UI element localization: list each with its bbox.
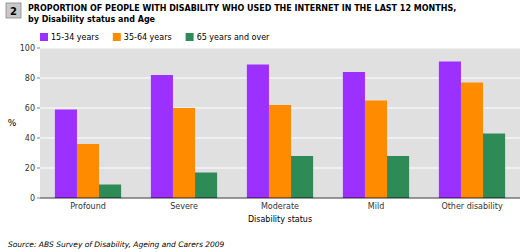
y-tick-label: 0: [30, 194, 35, 203]
y-tick: [37, 78, 40, 79]
title: PROPORTION OF PEOPLE WITH DISABILITY WHO…: [28, 4, 456, 13]
bar: [343, 72, 365, 198]
legend-swatch: [186, 33, 194, 41]
legend-label: 15-34 years: [51, 33, 99, 42]
x-tick-label: Moderate: [261, 202, 299, 211]
y-axis-label: %: [8, 118, 17, 128]
bar: [55, 110, 77, 199]
y-tick-label: 100: [20, 44, 35, 53]
y-tick: [37, 108, 40, 109]
legend-swatch: [113, 33, 121, 41]
figure-label-box: [6, 3, 21, 18]
bar: [247, 65, 269, 199]
plot-background: [40, 48, 520, 198]
x-tick-label: Severe: [170, 202, 198, 211]
bar: [151, 75, 173, 198]
subtitle: by Disability status and Age: [28, 15, 156, 24]
bar: [461, 83, 483, 199]
legend-swatch: [40, 33, 48, 41]
bar: [483, 134, 505, 199]
source-note: Source: ABS Survey of Disability, Ageing…: [8, 240, 224, 249]
y-tick: [37, 168, 40, 169]
y-tick: [37, 198, 40, 199]
x-axis-line: [40, 198, 520, 199]
y-tick-label: 40: [25, 134, 35, 143]
y-tick-label: 20: [25, 164, 35, 173]
y-tick-label: 60: [25, 104, 35, 113]
y-tick-label: 80: [25, 74, 35, 83]
chart: 2 PROPORTION OF PEOPLE WITH DISABILITY WH…: [0, 0, 529, 252]
legend-label: 65 years and over: [197, 33, 270, 42]
figure-label: 2: [10, 6, 17, 17]
background: [0, 0, 529, 252]
bar: [77, 144, 99, 198]
y-tick: [37, 138, 40, 139]
bar: [269, 105, 291, 198]
legend-label: 35-64 years: [124, 33, 172, 42]
bars: [55, 62, 505, 199]
grid-line: [40, 47, 520, 48]
bar: [195, 173, 217, 199]
x-tick-label: Other disability: [441, 202, 503, 211]
bar: [387, 156, 409, 198]
bar: [291, 156, 313, 198]
bar: [99, 185, 121, 199]
x-axis-label: Disability status: [248, 215, 312, 224]
x-tick-label: Profound: [70, 202, 106, 211]
bar: [365, 101, 387, 199]
bar: [439, 62, 461, 199]
bar: [173, 108, 195, 198]
y-tick: [37, 48, 40, 49]
legend: 15-34 years 35-64 years 65 years and over: [40, 33, 270, 42]
x-tick-label: Mild: [368, 202, 384, 211]
